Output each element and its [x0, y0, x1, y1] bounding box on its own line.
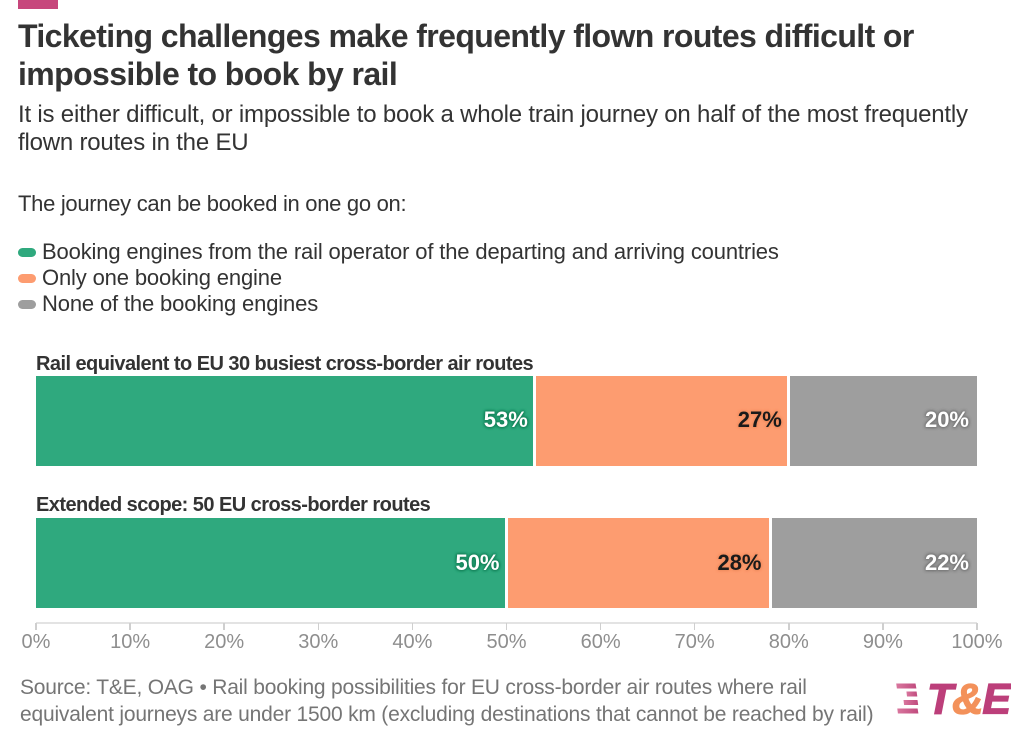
svg-text:T&E: T&E — [927, 680, 1011, 718]
